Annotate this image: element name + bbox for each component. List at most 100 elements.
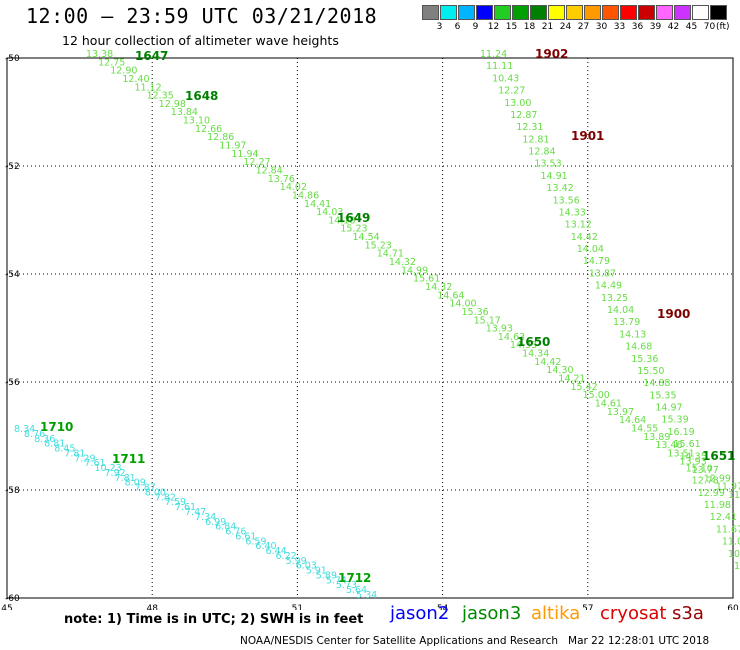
wave-height-label: 5.34: [356, 590, 377, 601]
scale-swatch: [494, 5, 511, 20]
wave-height-label: 14.64: [619, 415, 646, 426]
wave-height-label: 13.93: [486, 324, 513, 335]
x-tick-label: 45: [1, 604, 12, 610]
wave-height-label: 13.12: [565, 220, 592, 231]
wave-height-label: 14.33: [559, 207, 586, 218]
wave-height-label: 14.00: [449, 299, 476, 310]
pass-time-label: 1650: [517, 335, 550, 349]
scale-label: 70: [703, 22, 716, 32]
pass-time-label: 1900: [657, 307, 690, 321]
y-tick-label: -50: [5, 54, 20, 64]
wave-height-label: 5.74: [326, 575, 347, 586]
y-tick-label: -56: [5, 378, 20, 388]
wave-height-label: 13.46: [655, 440, 682, 451]
wave-height-label: 12.40: [122, 74, 149, 85]
wave-height-label: 14.63: [498, 332, 525, 343]
wave-height-label: 14.97: [655, 403, 682, 414]
footnote: note: 1) Time is in UTC; 2) SWH is in fe…: [64, 612, 364, 627]
wave-height-label: 14.55: [631, 423, 658, 434]
wave-height-label: 12.75: [98, 57, 125, 68]
scale-label: 6: [454, 22, 461, 32]
x-tick-label: 57: [582, 604, 593, 610]
wave-height-label: 7.87: [135, 483, 156, 494]
wave-height-label: 12.27: [243, 157, 270, 168]
satellite-s3a: s3a: [672, 603, 704, 624]
wave-height-label: 6.22: [276, 551, 297, 562]
wave-height-label: 14.30: [546, 365, 573, 376]
wave-height-label: 11.67: [716, 524, 740, 535]
wave-height-label: 12.87: [510, 110, 537, 121]
scale-label: 30: [595, 22, 608, 32]
pass-time-label: 1901: [571, 129, 604, 143]
wave-height-label: 14.42: [571, 232, 598, 243]
scale-swatch: [602, 5, 619, 20]
scale-swatch: [674, 5, 691, 20]
scale-swatch: [476, 5, 493, 20]
wave-height-label: 6.44: [265, 546, 286, 557]
wave-height-label: 12.98: [159, 99, 186, 110]
wave-height-label: 15.10: [686, 463, 713, 474]
wave-height-label: 14.35: [680, 451, 707, 462]
scale-label: 15: [505, 22, 518, 32]
chart-subtitle: 12 hour collection of altimeter wave hei…: [62, 33, 339, 48]
wave-height-label: 7.92: [105, 468, 126, 479]
wave-height-label: 12.41: [710, 512, 737, 523]
wave-height-label: 13.25: [601, 293, 628, 304]
wave-height-label: 14.32: [389, 257, 416, 268]
wave-height-label: 12.84: [528, 147, 555, 158]
wave-height-label: 15.35: [649, 390, 676, 401]
wave-height-label: 14.04: [577, 244, 604, 255]
wave-height-label: 15.36: [462, 307, 489, 318]
scale-swatch: [692, 5, 709, 20]
wave-height-label: 11.94: [231, 149, 258, 160]
pass-time-label: 1651: [702, 449, 735, 463]
scale-swatch: [530, 5, 547, 20]
wave-height-label: 13.38: [86, 49, 113, 60]
wave-height-label: 13.00: [504, 98, 531, 109]
wave-height-label: 11.97: [716, 482, 740, 493]
wave-height-label: 12.99: [698, 488, 725, 499]
wave-height-label: 14.42: [534, 357, 561, 368]
credit-text: NOAA/NESDIS Center for Satellite Applica…: [240, 635, 558, 647]
wave-height-label: 10.43: [492, 73, 519, 84]
wave-height-label: 14.18: [328, 215, 355, 226]
wave-height-label: 8.45: [54, 444, 75, 455]
wave-height-label: 14.41: [304, 199, 331, 210]
x-tick-label: 54: [437, 604, 449, 610]
wave-height-label: 11.01: [722, 537, 740, 548]
wave-height-label: 11.8: [728, 490, 740, 501]
wave-height-label: 12.35: [147, 91, 174, 102]
scale-swatch: [548, 5, 565, 20]
wave-height-label: 14.13: [619, 329, 646, 340]
wave-height-label: 14.49: [595, 281, 622, 292]
pass-time-label: 1712: [338, 571, 371, 585]
wave-height-label: 13.76: [268, 174, 295, 185]
wave-height-label: 13.42: [547, 183, 574, 194]
wave-height-label: 14.54: [352, 232, 379, 243]
x-tick-label: 48: [146, 604, 158, 610]
scale-swatch: [584, 5, 601, 20]
wave-height-label: 14.71: [377, 249, 404, 260]
scale-label: 21: [541, 22, 554, 32]
wave-height-label: 14.88: [643, 378, 670, 389]
scale-label: 45: [685, 22, 698, 32]
wave-height-label: 13.84: [171, 107, 198, 118]
pass-time-label: 1648: [185, 89, 218, 103]
wave-height-label: 11.11: [486, 61, 513, 72]
scale-label: 36: [631, 22, 644, 32]
wave-height-label: 11.12: [134, 82, 161, 93]
wave-height-label: 13.93: [680, 457, 707, 468]
wave-height-label: 15.17: [474, 315, 501, 326]
wave-height-label: 8.81: [44, 439, 65, 450]
scale-label: 9: [472, 22, 479, 32]
wave-height-label: 8.76: [24, 429, 45, 440]
wave-height-label: 14.86: [292, 190, 319, 201]
scale-swatch: [710, 5, 727, 20]
wave-height-label: 8.00: [145, 487, 166, 498]
scale-label: 27: [577, 22, 590, 32]
wave-height-label: 14.64: [437, 290, 464, 301]
wave-height-label: 7.61: [175, 502, 196, 513]
satellite-altika: altika: [531, 603, 581, 624]
wave-height-label: 14.32: [425, 282, 452, 293]
wave-height-label: 5.91: [306, 566, 327, 577]
